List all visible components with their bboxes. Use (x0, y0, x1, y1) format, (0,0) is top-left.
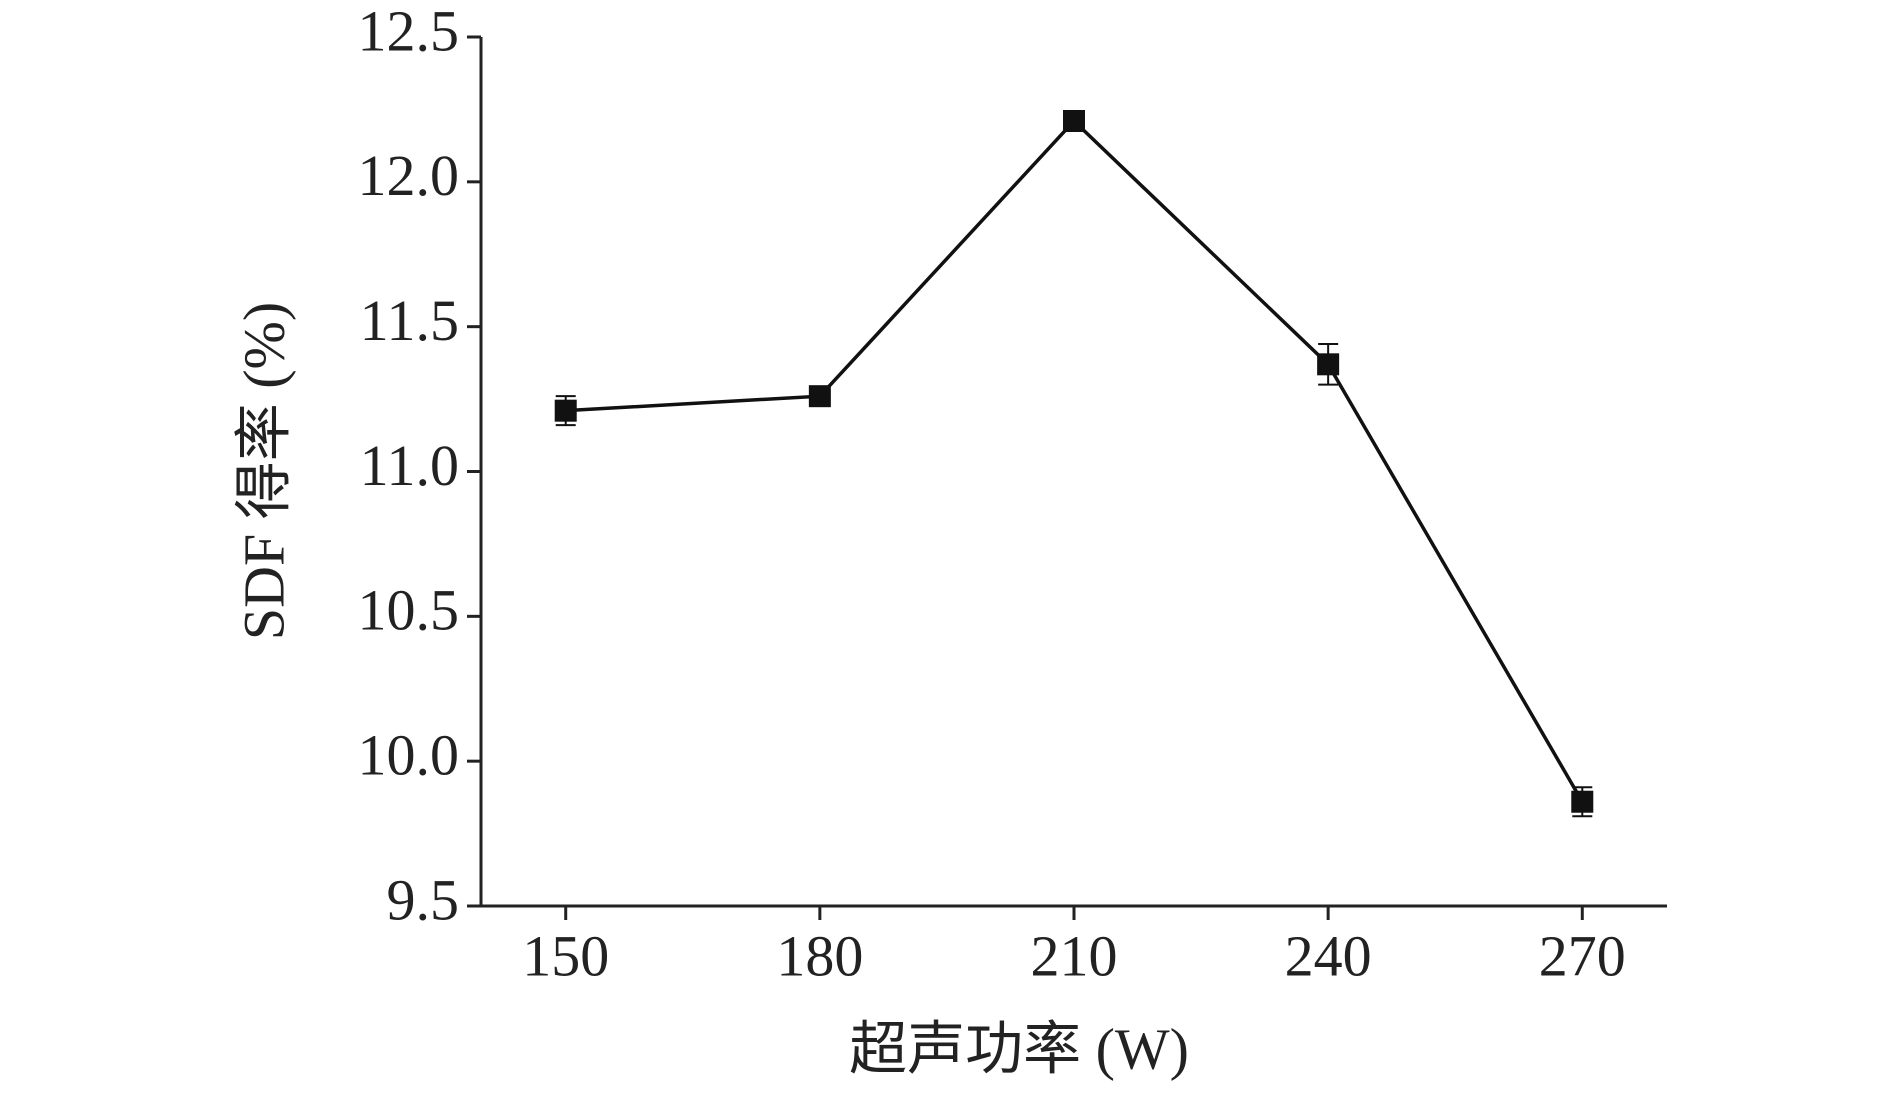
x-tick-label: 270 (1539, 923, 1626, 988)
x-tick-label: 240 (1285, 923, 1372, 988)
y-tick-label: 10.0 (358, 722, 460, 787)
marker (554, 399, 577, 422)
y-axis-label: SDF 得率 (%) (231, 302, 296, 640)
y-tick-label: 9.5 (387, 867, 460, 932)
y-tick-label: 11.5 (360, 288, 459, 353)
y-tick-label: 10.5 (358, 578, 460, 643)
x-tick-label: 180 (776, 923, 863, 988)
marker (1571, 790, 1594, 813)
y-tick-label: 12.5 (358, 0, 460, 63)
marker (1317, 353, 1340, 376)
x-tick-label: 210 (1031, 923, 1118, 988)
marker (808, 385, 831, 408)
x-tick-label: 150 (522, 923, 609, 988)
x-axis-label: 超声功率 (W) (849, 1016, 1189, 1081)
y-tick-label: 12.0 (358, 143, 460, 208)
marker (1063, 110, 1085, 133)
y-tick-label: 11.0 (360, 433, 459, 498)
data-line (565, 118, 1584, 803)
